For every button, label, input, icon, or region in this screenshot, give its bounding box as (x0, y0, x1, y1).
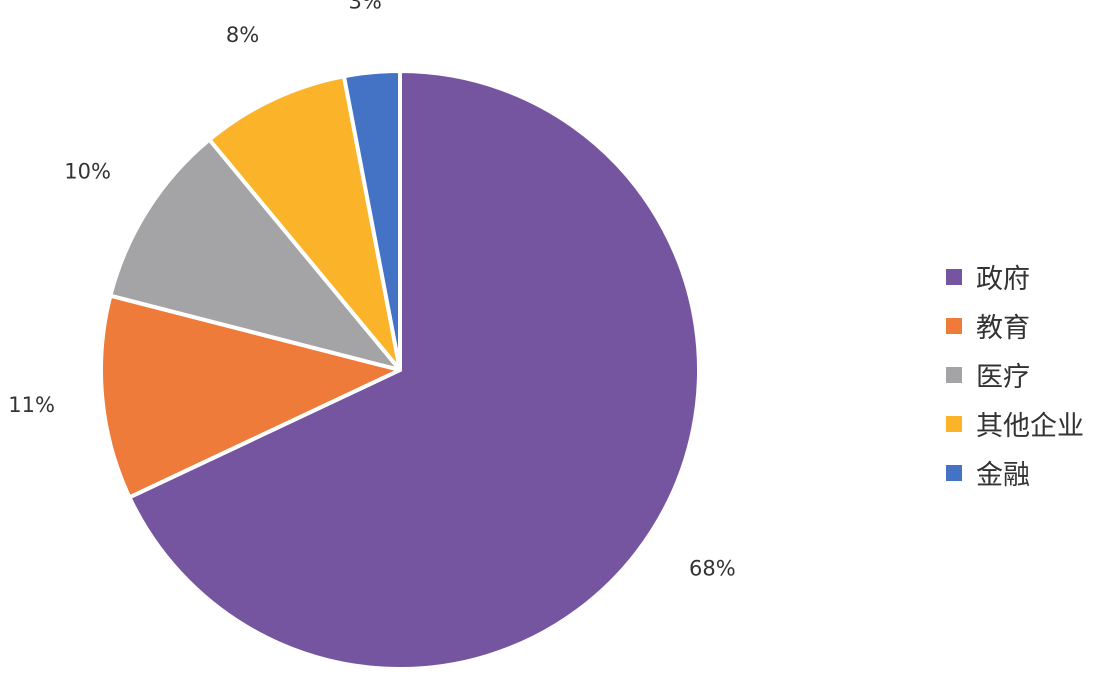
chart-legend: 政府教育医疗其他企业金融 (946, 252, 1084, 497)
pie-percent-labels: 68% 11% 10% 8% 3% (8, 0, 735, 580)
legend-swatch-icon (946, 268, 962, 285)
legend-label: 政府 (976, 264, 1030, 295)
pie-slice-3 (108, 137, 402, 372)
legend-item-2: 教育 (946, 301, 1084, 350)
legend-item-4: 其他企业 (946, 399, 1084, 448)
pie-slices (99, 69, 701, 671)
pie-slice-1 (127, 69, 701, 671)
pie-label-1: 68% (689, 556, 736, 580)
pie-slice-2 (99, 293, 402, 500)
pie-slice-4 (207, 74, 402, 372)
legend-item-5: 金融 (946, 448, 1084, 497)
legend-swatch-icon (946, 415, 962, 432)
pie-label-4: 8% (226, 23, 259, 47)
pie-label-3: 10% (64, 160, 111, 184)
legend-item-1: 政府 (946, 252, 1084, 301)
legend-swatch-icon (946, 464, 962, 481)
pie-label-2: 11% (8, 393, 55, 417)
pie-label-5: 3% (349, 0, 382, 14)
pie-slice-5 (341, 69, 402, 372)
legend-label: 教育 (976, 313, 1030, 344)
legend-label: 金融 (976, 460, 1030, 491)
legend-swatch-icon (946, 366, 962, 383)
legend-item-3: 医疗 (946, 350, 1084, 399)
legend-label: 其他企业 (976, 411, 1084, 442)
legend-label: 医疗 (976, 362, 1030, 393)
legend-swatch-icon (946, 317, 962, 334)
